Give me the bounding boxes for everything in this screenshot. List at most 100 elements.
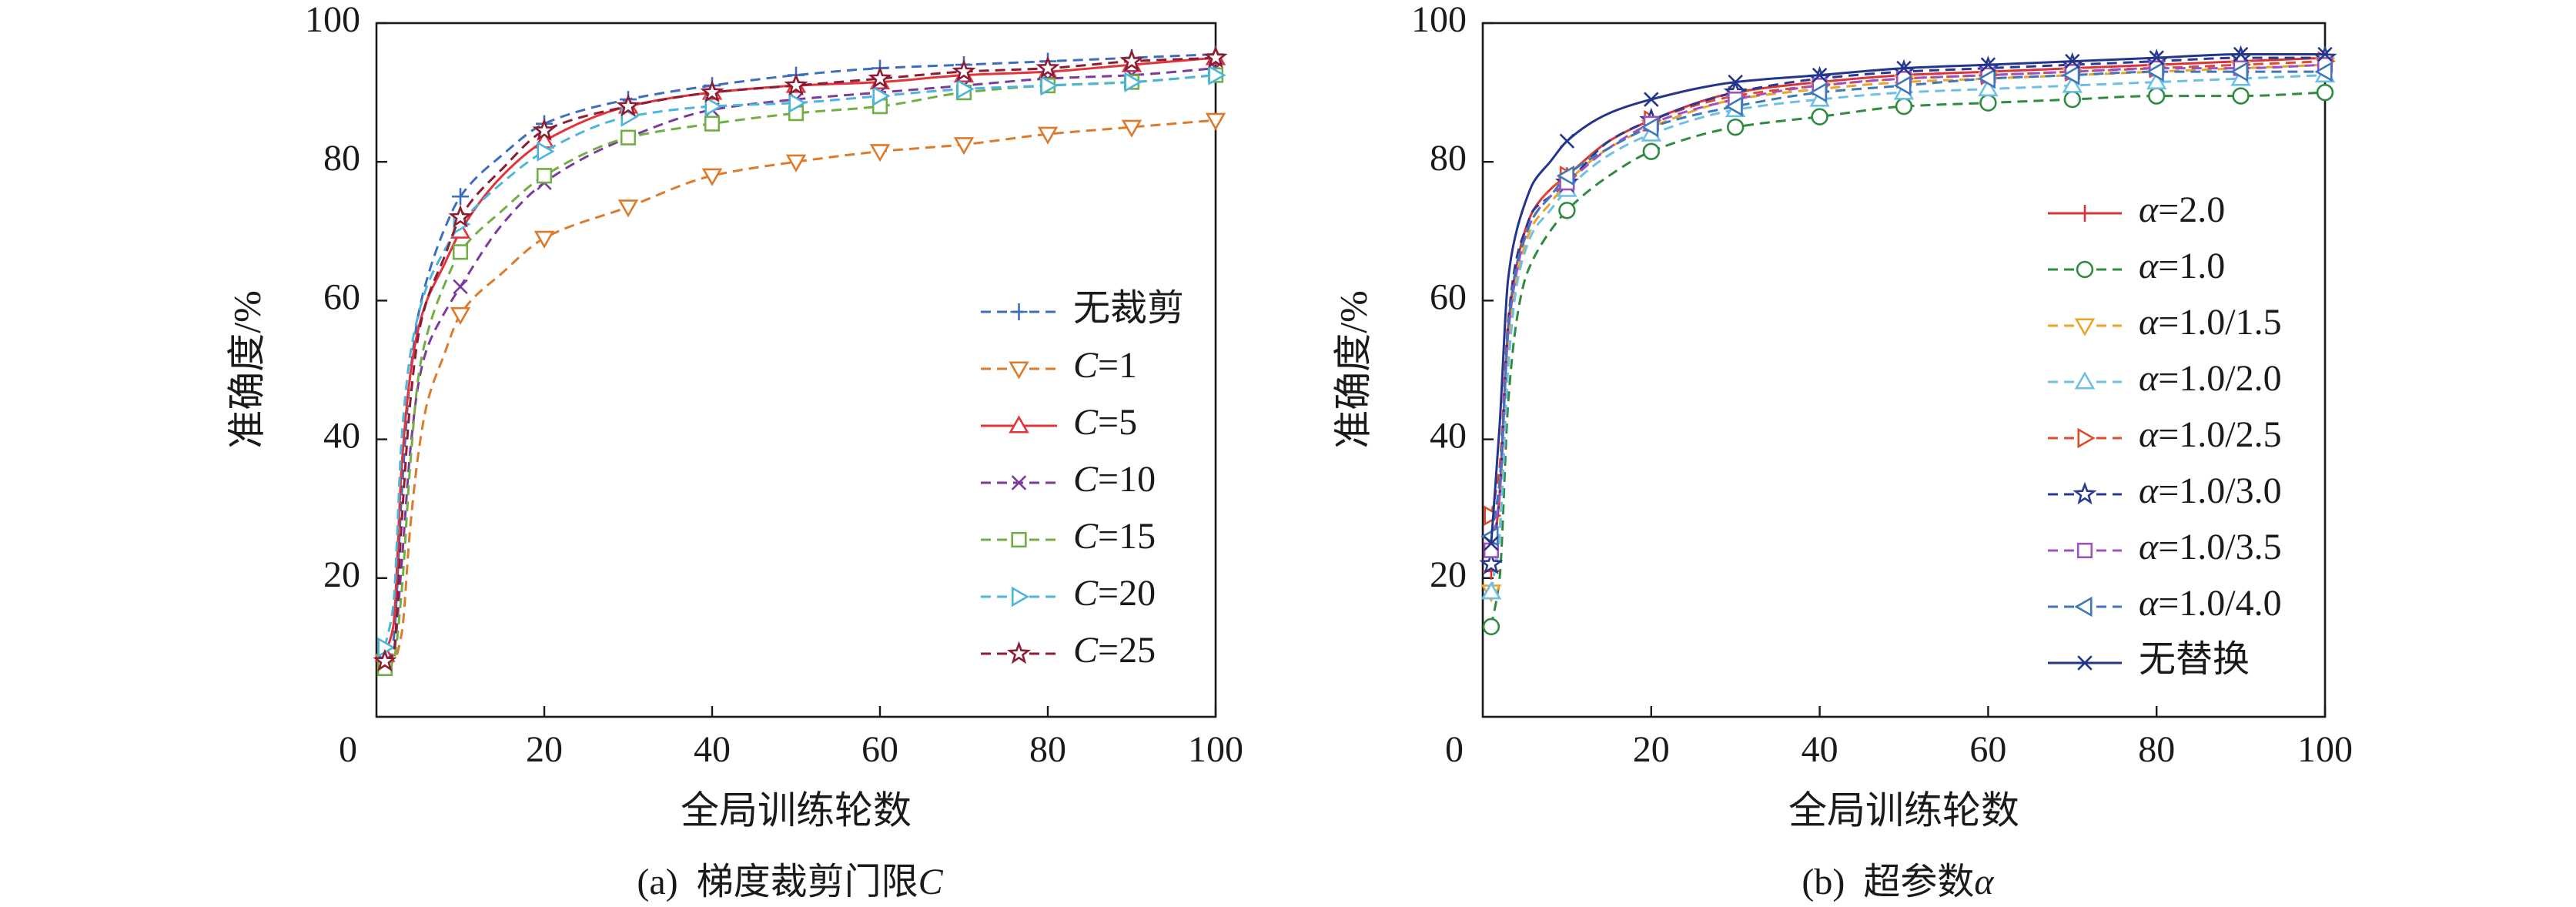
chart-caption: (b) 超参数α: [1802, 862, 1994, 902]
legend-marker: [2073, 481, 2097, 505]
legend-label: α=1.0/2.0: [2139, 358, 2282, 399]
legend-entry: C=15: [981, 516, 1156, 557]
data-point: [1727, 118, 1745, 136]
legend-label: C=5: [1073, 402, 1137, 443]
x-axis: 0 20 40 60 80 100: [339, 706, 1243, 770]
data-point: [952, 59, 976, 82]
data-point: [700, 79, 724, 103]
x-tick-label: 0: [339, 729, 357, 770]
data-point: [1037, 126, 1059, 145]
legend-marker: [2076, 260, 2094, 279]
plot-frame: [375, 22, 1217, 718]
data-point: [2063, 90, 2082, 109]
legend-label: C=20: [1073, 573, 1156, 614]
data-point: [872, 85, 891, 106]
y-tick-label: 80: [1430, 138, 1467, 179]
data-point: [1484, 536, 1499, 551]
data-point: [1978, 78, 1999, 97]
legend-entry: C=1: [981, 345, 1137, 386]
series-1: [374, 112, 1226, 672]
x-tick-label: 20: [1633, 729, 1670, 770]
data-point: [1483, 542, 1500, 558]
legend-label: C=25: [1073, 630, 1156, 671]
data-point: [785, 154, 807, 172]
legend-marker: [2076, 542, 2093, 559]
series-line: [383, 74, 1216, 648]
data-point: [704, 95, 723, 117]
series-8: [1484, 46, 2333, 551]
y-axis-label: 准确度/%: [1331, 290, 1374, 449]
data-point: [1121, 119, 1142, 138]
data-point: [1205, 112, 1226, 131]
legend-label: C=1: [1073, 345, 1137, 386]
legend-label: α=1.0: [2139, 246, 2225, 286]
legend-entry: 无替换: [2048, 639, 2250, 680]
x-axis: 0 20 40 60 80 100: [1445, 706, 2353, 770]
legend: 无裁剪 C=1 C=5 C=10 C=15 C=20 C=25: [981, 288, 1184, 671]
chart-caption: (a) 梯度裁剪门限C: [637, 862, 943, 902]
data-point: [617, 199, 639, 218]
data-point: [536, 168, 553, 184]
x-tick-label: 80: [1029, 729, 1066, 770]
data-point: [1812, 67, 1828, 83]
plot-area: [1479, 45, 2337, 636]
data-point: [453, 279, 468, 295]
data-point: [1119, 49, 1144, 72]
data-point: [1893, 75, 1912, 96]
legend-entry: C=5: [981, 402, 1137, 443]
legend-entry: α=1.0/3.0: [2048, 470, 2282, 511]
data-point: [788, 92, 807, 113]
data-point: [868, 65, 892, 89]
legend-marker: [2074, 371, 2096, 390]
data-point: [1203, 45, 1228, 69]
x-tick-label: 80: [2138, 729, 2175, 770]
data-point: [2149, 50, 2164, 65]
data-point: [1808, 82, 1828, 103]
series-7: [1480, 61, 2333, 547]
y-axis: 20 40 60 80 100: [305, 0, 387, 595]
data-point: [1725, 95, 1743, 117]
data-point: [620, 129, 637, 146]
legend-label: α=1.0/3.5: [2139, 527, 2282, 567]
data-point: [1977, 68, 1996, 89]
data-point: [1728, 74, 1743, 90]
data-point: [616, 93, 641, 117]
data-point: [1979, 94, 1997, 112]
legend-marker: [2074, 596, 2093, 617]
x-tick-label: 40: [694, 729, 731, 770]
data-point: [1641, 116, 1659, 138]
y-axis-label: 准确度/%: [225, 290, 268, 449]
data-point: [1040, 75, 1059, 96]
data-point: [452, 244, 469, 260]
data-point: [2062, 65, 2080, 85]
legend-entry: α=1.0/1.5: [2048, 302, 2282, 343]
series-1: [1482, 83, 2334, 636]
x-tick-label: 60: [861, 729, 898, 770]
data-point: [2148, 87, 2166, 105]
x-tick-label: 0: [1445, 729, 1464, 770]
legend-label: α=1.0/1.5: [2139, 302, 2282, 343]
x-tick-label: 60: [1969, 729, 2006, 770]
data-point: [1479, 551, 1504, 575]
series-line: [383, 56, 1216, 663]
legend-label: 无裁剪: [1073, 288, 1184, 329]
legend-entry: α=1.0: [2048, 246, 2225, 286]
chart-panel-a: 0 20 40 60 80 100 20 40 60 80 100 全局训练轮数 准确度/% (a) 梯度…: [225, 0, 1243, 902]
plot-frame: [1481, 22, 2327, 718]
legend-marker: [2077, 655, 2093, 671]
legend-marker: [1011, 475, 1027, 490]
data-point: [532, 118, 557, 141]
data-point: [1124, 72, 1142, 92]
legend-label: α=1.0/3.0: [2139, 470, 2282, 511]
data-point: [704, 115, 721, 132]
data-point: [2062, 75, 2083, 93]
data-point: [537, 141, 555, 162]
legend-label: α=2.0: [2139, 189, 2225, 230]
x-axis-label: 全局训练轮数: [1788, 788, 2019, 832]
data-point: [953, 137, 975, 156]
legend: α=2.0 α=1.0 α=1.0/1.5 α=1.0/2.0 α=1.0/2.5 α=1…: [2048, 189, 2282, 680]
legend-label: 无替换: [2139, 639, 2250, 680]
data-point: [2317, 46, 2333, 62]
y-tick-label: 100: [1411, 0, 1467, 40]
legend-label: α=1.0/4.0: [2139, 583, 2282, 624]
